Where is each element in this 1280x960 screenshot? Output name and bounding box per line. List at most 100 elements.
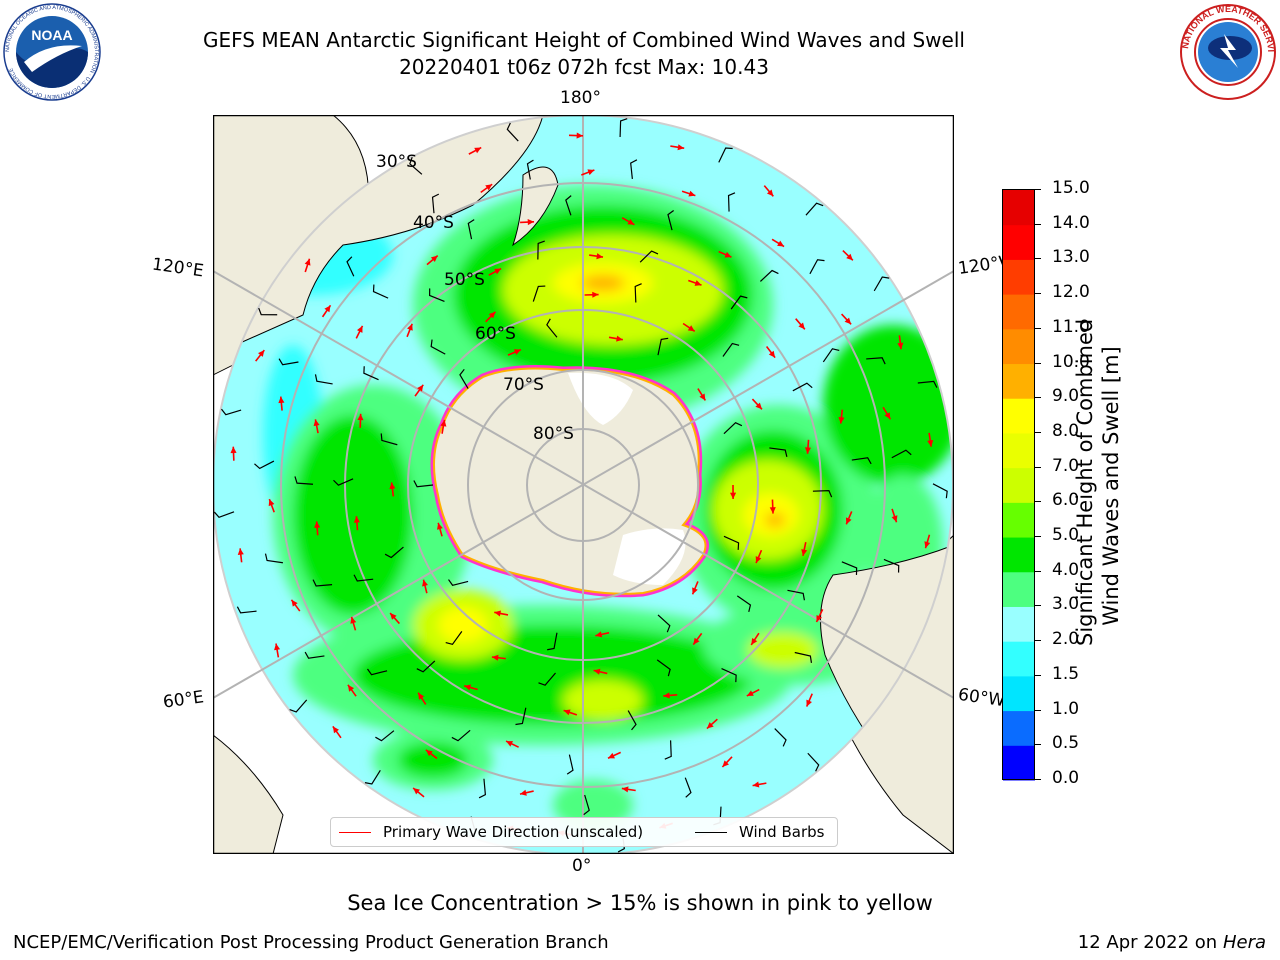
colorbar-cell (1003, 571, 1035, 607)
wave-arrow-head (347, 684, 355, 692)
antarctica-group (430, 365, 709, 598)
lat-label-50s: 50°S (444, 270, 485, 290)
wind-barb (684, 777, 692, 798)
colorbar-cell (1003, 259, 1035, 295)
lat-label-40s: 40°S (413, 213, 454, 233)
colorbar-tick (1035, 466, 1041, 468)
lon-label-120e: 120°E (150, 254, 205, 282)
colorbar-tick-label: 3.0 (1052, 594, 1080, 615)
wind-barb (774, 728, 787, 747)
ice-shelf-weddell (613, 528, 686, 585)
legend-label-wave: Primary Wave Direction (unscaled) (383, 823, 644, 841)
wave-arrow-head (563, 709, 571, 716)
colorbar-tick-label: 5.0 (1052, 525, 1080, 546)
noaa-logo-text: NOAA (31, 27, 72, 43)
colorbar-tick (1035, 605, 1041, 607)
wave-arrow-head (389, 482, 396, 490)
wind-barb (278, 358, 299, 366)
wind-barb (809, 259, 825, 275)
colorbar-cell (1003, 641, 1035, 677)
lat-label-30s: 30°S (376, 152, 417, 172)
wave-arrow-head (596, 253, 604, 260)
wave-arrow-head (350, 616, 357, 624)
wave-arrow-head (595, 631, 603, 638)
wind-barb (664, 740, 672, 760)
colorbar-tick (1035, 431, 1041, 433)
colorbar-tick-label: 0.0 (1052, 768, 1080, 788)
wave-arrow-head (844, 317, 852, 325)
colorbar-tick (1035, 674, 1041, 676)
colorbar-cell (1003, 502, 1035, 538)
wind-barb (630, 159, 638, 180)
colorbar-cell (1003, 432, 1035, 469)
wind-barb (619, 118, 628, 137)
wind-barb (566, 754, 574, 775)
colorbar-cell (1003, 710, 1035, 746)
colorbar-tick (1035, 779, 1041, 780)
colorbar (1002, 189, 1035, 781)
wind-barb (367, 668, 388, 676)
wave-arrow-head (494, 610, 502, 617)
colorbar-tick-label: 8.0 (1052, 420, 1080, 441)
wind-barb (538, 672, 556, 686)
wind-barb (794, 651, 813, 663)
colorbar-tick (1035, 640, 1041, 642)
colorbar-tick (1035, 570, 1041, 572)
wave-arrow-head (278, 396, 285, 404)
wave-arrow-head (766, 189, 774, 197)
wave-arrow-head (746, 690, 754, 696)
wind-barb (891, 449, 912, 459)
colorbar-label-line2: Wind Waves and Swell [m] (1099, 346, 1123, 626)
wind-barb (841, 561, 858, 575)
colorbar-tick-label: 2.0 (1052, 629, 1080, 650)
colorbar-label-line1: Significant Height of Combined (1073, 318, 1097, 646)
colorbar-tick-label: 9.0 (1052, 386, 1080, 407)
wind-barb (657, 614, 671, 633)
colorbar-tick (1035, 709, 1041, 711)
wind-barb (445, 631, 463, 646)
wave-arrow-head (418, 692, 425, 700)
colorbar-tick-label: 7.0 (1052, 455, 1080, 476)
wave-arrow-head (693, 637, 700, 645)
wave-arrow-head (845, 517, 852, 525)
wind-barb (883, 558, 900, 573)
wind-barb (565, 195, 572, 216)
wave-arrow-head (891, 515, 898, 523)
wave-arrow-head (332, 726, 339, 734)
wave-arrow-head (755, 402, 762, 410)
lon-label-60e: 60°E (161, 687, 206, 713)
wind-barb (805, 202, 824, 216)
wave-arrow-head (699, 393, 706, 401)
colorbar-tick (1035, 189, 1041, 190)
wind-barb (526, 159, 534, 180)
wind-barb (363, 366, 379, 381)
wind-barb (333, 478, 354, 486)
wave-arrow-head (884, 412, 891, 420)
wind-barb (656, 659, 671, 677)
wave-arrow-head (663, 692, 670, 699)
wave-arrow-head (437, 522, 443, 530)
lon-label-180: 180° (560, 88, 601, 108)
wave-arrow-head (527, 219, 535, 226)
wind-barb (375, 730, 395, 742)
wind-barb (459, 368, 469, 389)
wave-arrow-head (592, 291, 599, 298)
wave-arrow-head (474, 147, 482, 154)
wind-barb (583, 794, 590, 816)
wave-arrow-head (494, 268, 502, 275)
wave-arrow-head (491, 654, 499, 661)
wave-arrow-head (407, 323, 413, 331)
colorbar-tick-label: 14.0 (1052, 212, 1090, 233)
wind-barb (467, 219, 475, 240)
wind-barb (851, 457, 872, 465)
wave-arrow-head (694, 280, 702, 286)
wave-arrow-head (593, 668, 601, 675)
colorbar-tick (1035, 744, 1041, 746)
wave-arrow-head (274, 643, 281, 651)
wave-arrow-head (838, 416, 845, 424)
colorbar-tick-label: 1.5 (1052, 663, 1080, 684)
wave-arrow-head (357, 413, 364, 421)
wave-arrow-head (724, 251, 732, 258)
wave-arrow-head (777, 240, 785, 247)
wave-arrow-head (751, 637, 758, 645)
